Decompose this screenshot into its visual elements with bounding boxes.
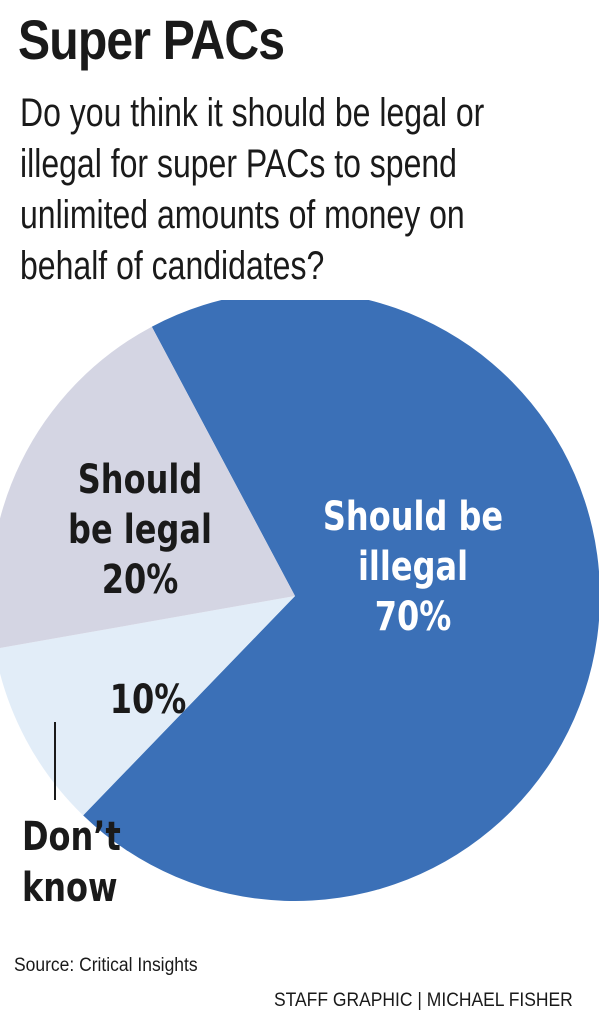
- slice-label-3-line-1: Should: [78, 455, 202, 502]
- pie-slice-2: [0, 596, 295, 816]
- pie-chart: Should be illegal 70% 10% Don’t know Should be …: [0, 300, 599, 911]
- slice-label-1: Should be illegal 70%: [323, 492, 503, 639]
- chart-title: Super PACs: [18, 8, 285, 71]
- slice-label-3-line-3: 20%: [102, 555, 179, 602]
- pie-slice-3: [0, 326, 295, 649]
- slice-label-3-line-2: be legal: [68, 505, 212, 552]
- source-note: Source: Critical Insights: [14, 955, 198, 976]
- survey-question: Do you think it should be legal or illeg…: [20, 91, 485, 288]
- staff-credit: STAFF GRAPHIC | MICHAEL FISHER: [274, 990, 573, 1011]
- slice-label-2-line-2: know: [22, 863, 118, 910]
- slice-label-2: Don’t know: [22, 812, 121, 910]
- slice-value-2: 10%: [110, 675, 187, 722]
- slice-label-1-line-2: illegal: [358, 542, 468, 589]
- slice-label-2-line-1: Don’t: [22, 812, 121, 859]
- slice-label-1-line-1: Should be: [323, 492, 503, 539]
- slice-value-2-line-1: 10%: [110, 675, 187, 722]
- pie-slice-1: [83, 300, 599, 901]
- slice-label-1-line-3: 70%: [375, 592, 452, 639]
- slice-label-3: Should be legal 20%: [68, 455, 212, 602]
